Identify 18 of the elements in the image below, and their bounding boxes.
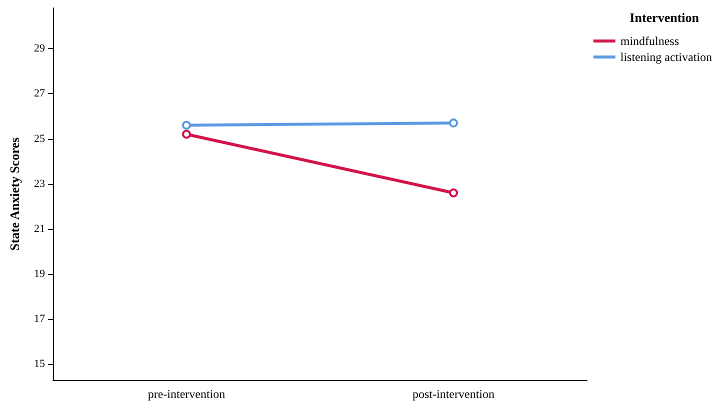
y-tick-label: 25	[34, 132, 46, 145]
x-tick-label: pre-intervention	[148, 387, 226, 401]
y-tick-label: 21	[34, 222, 45, 235]
legend-label: mindfulness	[620, 34, 680, 48]
point	[449, 118, 458, 128]
y-tick-label: 29	[34, 42, 46, 55]
point	[182, 130, 191, 139]
y-tick-label: 19	[34, 268, 46, 280]
x-tick-label: post-intervention	[412, 387, 494, 401]
y-tick-label: 17	[34, 313, 46, 326]
y-axis-title: State Anxiety Scores	[7, 137, 22, 251]
y-tick-label: 27	[34, 88, 46, 100]
point	[449, 188, 458, 198]
point	[182, 120, 191, 130]
y-tick-label: 15	[34, 358, 46, 370]
legend-title: Intervention	[630, 10, 700, 25]
legend-label: listening activation	[620, 50, 712, 64]
y-tick-label: 23	[34, 178, 46, 190]
